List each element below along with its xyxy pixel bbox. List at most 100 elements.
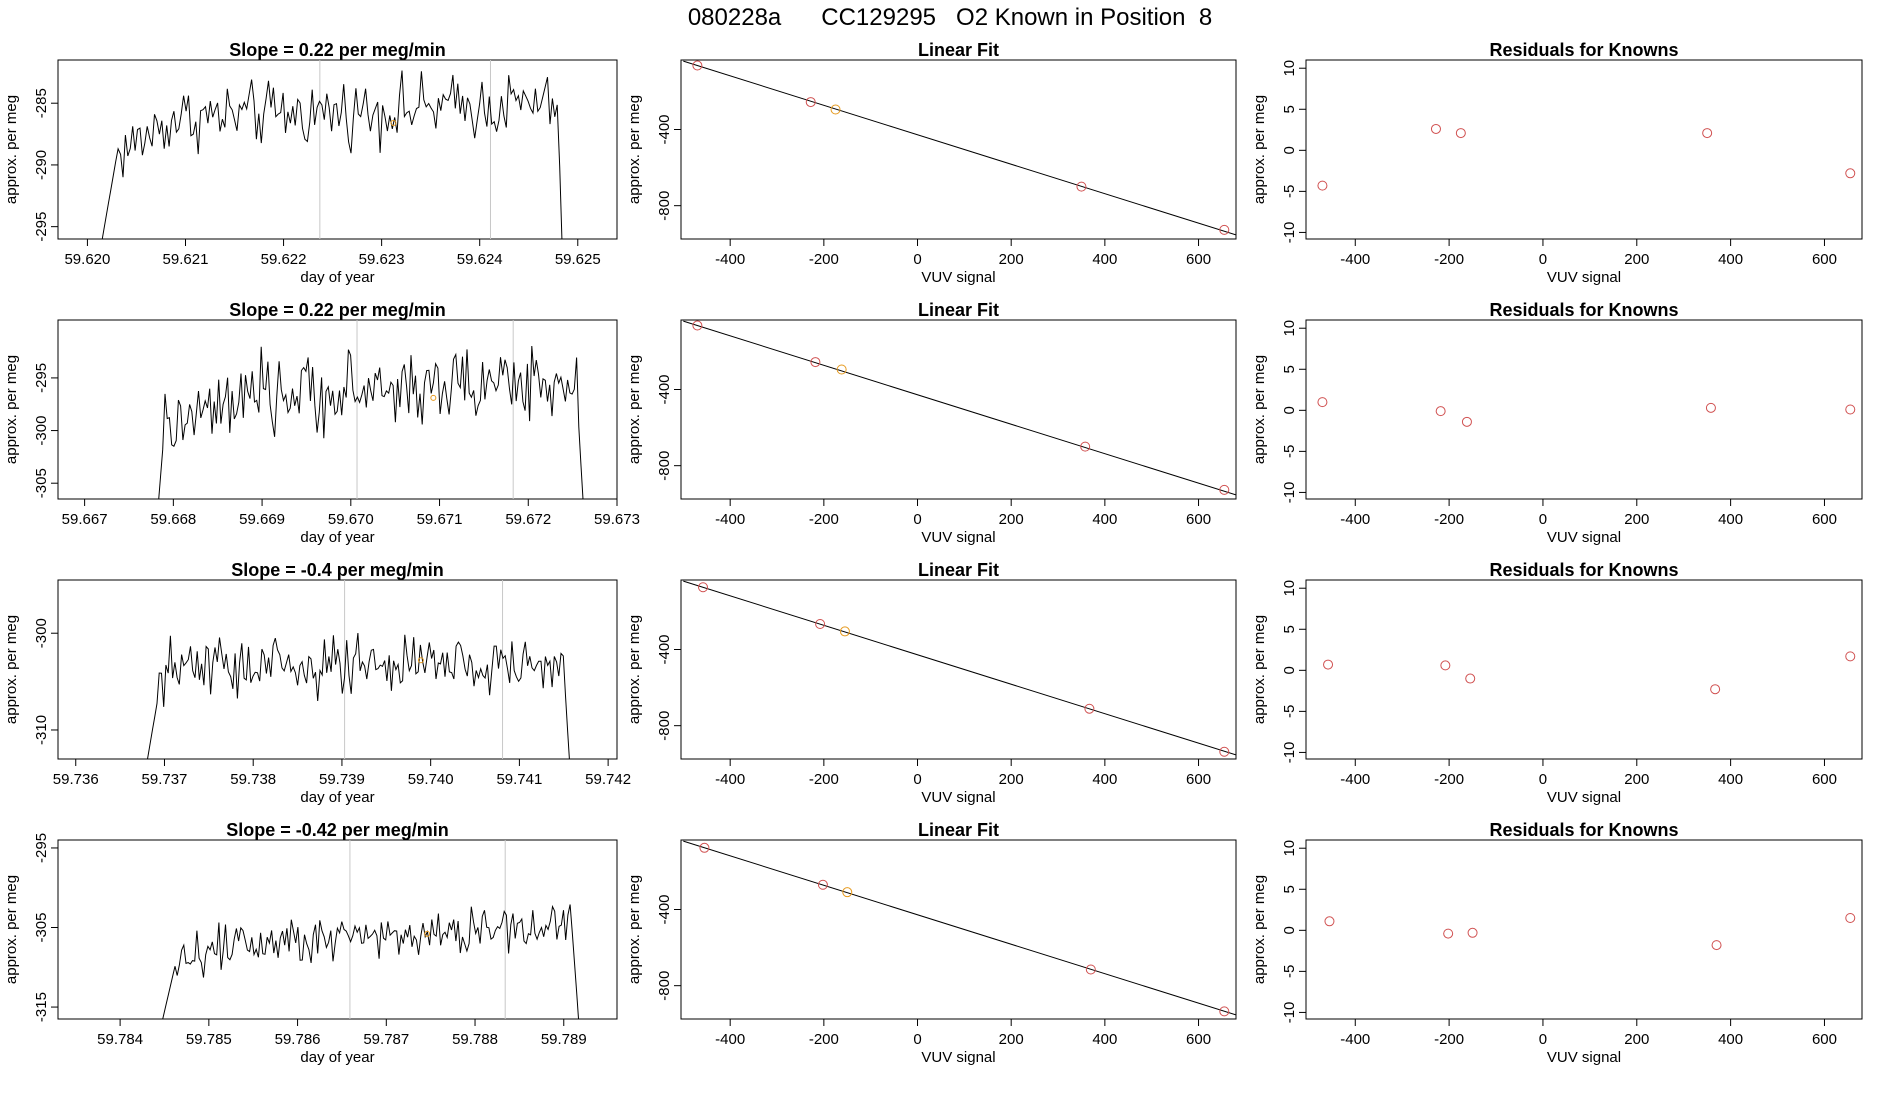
plot-area	[101, 60, 563, 239]
x-tick-label: 59.620	[64, 251, 110, 268]
residual-point	[1317, 397, 1328, 408]
standard-point	[1219, 746, 1230, 757]
chart-title: Linear Fit	[918, 560, 999, 580]
standard-point	[1219, 484, 1230, 495]
x-tick-label: 0	[1539, 1031, 1547, 1048]
plot-area	[1317, 123, 1856, 191]
standard-point	[815, 618, 826, 629]
plot-frame	[57, 59, 618, 240]
y-tick-label: -285	[33, 88, 50, 118]
plot-frame	[57, 319, 618, 500]
y-tick-label: -400	[656, 114, 673, 144]
x-tick-label: 59.625	[555, 251, 601, 268]
x-tick-label: 59.738	[230, 771, 276, 788]
x-tick-label: 59.668	[150, 511, 196, 528]
y-tick-label: 10	[1281, 580, 1298, 597]
y-axis-label: approx. per meg	[626, 355, 643, 464]
x-tick-label: 400	[1092, 511, 1117, 528]
plot-area	[1317, 397, 1856, 427]
residual-point	[1845, 168, 1856, 179]
chart-time-series-1: Slope = 0.22 per meg/min 59.620 59.621 59.6…	[3, 40, 618, 286]
chart-title: Residuals for Knowns	[1489, 300, 1678, 320]
y-axis-label: approx. per meg	[3, 875, 20, 984]
residual-point	[1317, 180, 1328, 191]
y-axis-label: approx. per meg	[3, 95, 20, 204]
x-tick-label: 600	[1812, 251, 1837, 268]
x-tick-label: 59.623	[359, 251, 405, 268]
y-tick-label: -5	[1281, 965, 1298, 978]
x-axis-label: VUV signal	[1547, 269, 1621, 286]
plot-frame	[57, 839, 618, 1020]
x-tick-label: 200	[999, 251, 1024, 268]
plot-area	[1324, 913, 1856, 951]
y-axis-label: approx. per meg	[626, 95, 643, 204]
plot-frame	[680, 59, 1237, 240]
x-tick-label: 59.785	[186, 1031, 232, 1048]
x-tick-label: -200	[809, 511, 839, 528]
y-axis-label: approx. per meg	[626, 615, 643, 724]
x-tick-label: 200	[1624, 1031, 1649, 1048]
chart-title: Residuals for Knowns	[1489, 820, 1678, 840]
plot-frame	[1305, 59, 1863, 240]
y-tick-label: 0	[1281, 926, 1298, 934]
x-tick-label: 400	[1718, 771, 1743, 788]
plot-area	[146, 580, 570, 759]
x-tick-label: 200	[1624, 511, 1649, 528]
x-tick-label: -400	[1340, 1031, 1370, 1048]
x-tick-label: 59.786	[275, 1031, 321, 1048]
plot-frame	[1305, 839, 1863, 1020]
x-axis-label: VUV signal	[921, 789, 995, 806]
x-axis-label: VUV signal	[921, 1049, 995, 1066]
residual-point	[1435, 406, 1446, 417]
x-tick-label: -400	[1340, 771, 1370, 788]
x-tick-label: 600	[1812, 1031, 1837, 1048]
chart-linear-fit-3: Linear Fit -400 -200 0 200 400 600 VUV signal -4…	[626, 560, 1237, 806]
residual-point	[1702, 128, 1713, 139]
y-tick-label: -5	[1281, 705, 1298, 718]
known-point	[842, 887, 853, 898]
x-tick-label: 59.669	[239, 511, 285, 528]
y-tick-label: -10	[1281, 1002, 1298, 1024]
x-tick-label: 59.787	[363, 1031, 409, 1048]
x-tick-label: 59.739	[319, 771, 365, 788]
y-tick-label: -400	[656, 374, 673, 404]
chart-residuals-1: Residuals for Knowns -400 -200 0 200 400 600 VU…	[1251, 40, 1863, 286]
x-axis-label: VUV signal	[1547, 529, 1621, 546]
x-tick-label: 59.624	[457, 251, 503, 268]
x-axis-label: VUV signal	[921, 269, 995, 286]
plot-frame	[680, 319, 1237, 500]
y-axis-label: approx. per meg	[3, 355, 20, 464]
x-axis-label: day of year	[300, 1049, 374, 1066]
x-tick-label: 600	[1812, 771, 1837, 788]
y-tick-label: -800	[656, 191, 673, 221]
chart-title: Residuals for Knowns	[1489, 560, 1678, 580]
y-tick-label: -800	[656, 451, 673, 481]
y-tick-label: -400	[656, 634, 673, 664]
y-axis-label: approx. per meg	[1251, 615, 1268, 724]
y-tick-label: 0	[1281, 146, 1298, 154]
x-tick-label: 400	[1092, 1031, 1117, 1048]
x-tick-label: -400	[715, 771, 745, 788]
signal-trace	[158, 345, 584, 499]
x-tick-label: 59.742	[585, 771, 631, 788]
x-tick-label: 0	[913, 1031, 921, 1048]
y-tick-label: 5	[1281, 625, 1298, 633]
known-point	[390, 119, 397, 126]
chart-linear-fit-4: Linear Fit -400 -200 0 200 400 600 VUV signal -4…	[626, 820, 1237, 1066]
x-tick-label: 59.671	[417, 511, 463, 528]
y-tick-label: 0	[1281, 406, 1298, 414]
residual-point	[1705, 402, 1716, 413]
x-tick-label: 600	[1186, 771, 1211, 788]
residual-point	[1430, 123, 1441, 134]
standard-point	[805, 97, 816, 108]
x-tick-label: 59.784	[97, 1031, 143, 1048]
x-tick-label: -200	[809, 771, 839, 788]
plot-area	[158, 320, 584, 499]
residual-point	[1845, 404, 1856, 415]
x-tick-label: -400	[1340, 251, 1370, 268]
x-tick-label: 200	[999, 771, 1024, 788]
x-tick-label: 59.622	[261, 251, 307, 268]
y-tick-label: -10	[1281, 742, 1298, 764]
x-tick-label: 59.672	[505, 511, 551, 528]
residual-point	[1455, 128, 1466, 139]
